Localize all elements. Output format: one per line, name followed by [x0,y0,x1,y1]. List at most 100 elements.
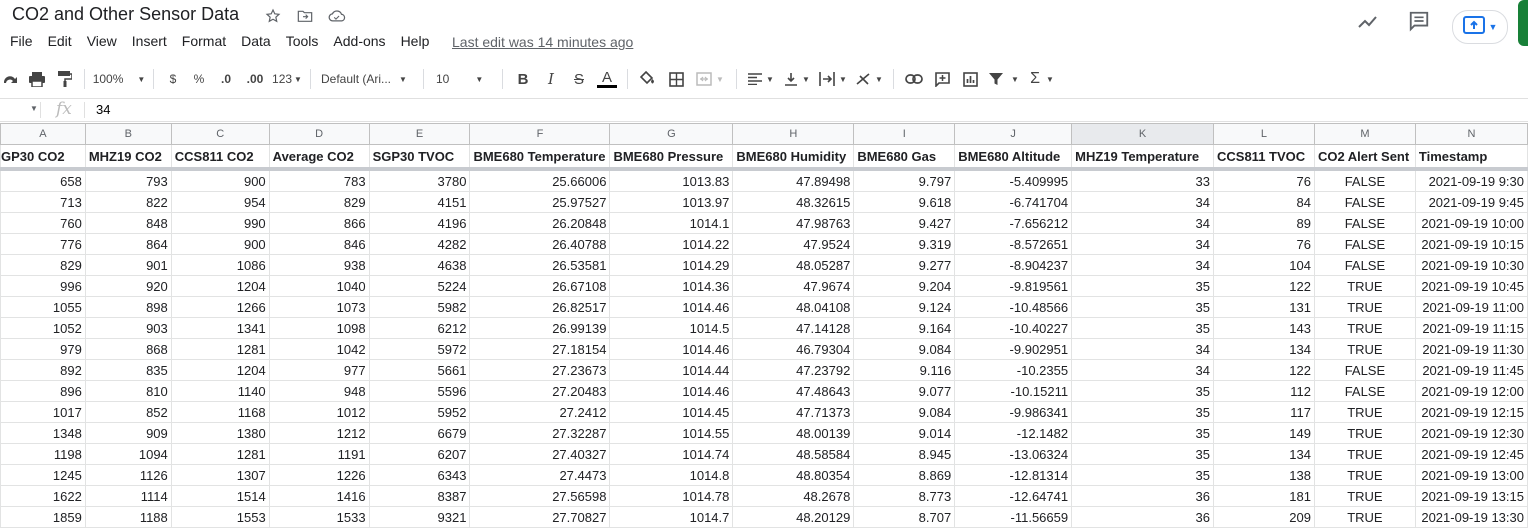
menu-addons[interactable]: Add-ons [333,33,386,49]
cell[interactable]: 1073 [268,296,370,318]
cell[interactable]: 8387 [368,485,471,507]
cell[interactable]: 47.9674 [732,275,855,297]
cell[interactable]: 9.204 [853,275,956,297]
menu-edit[interactable]: Edit [47,33,72,49]
last-edit-link[interactable]: Last edit was 14 minutes ago [452,34,634,50]
cell[interactable]: 2021-09-19 13:15 [1414,485,1528,507]
cell[interactable]: 1013.83 [609,168,734,192]
cell[interactable]: 909 [84,422,172,444]
currency-format-button[interactable]: $ [169,72,177,86]
cell[interactable]: 9.116 [853,359,956,381]
insert-chart-icon[interactable] [956,67,984,91]
cell[interactable]: 35 [1071,464,1214,486]
cell[interactable]: 1013.97 [609,191,734,213]
cell[interactable]: -12.81314 [954,464,1073,486]
cell[interactable]: 122 [1213,275,1315,297]
share-button-edge[interactable] [1518,0,1528,46]
cell[interactable]: 27.23673 [469,359,611,381]
cell[interactable]: 2021-09-19 9:30 [1414,168,1528,192]
cell[interactable]: 209 [1213,506,1315,528]
paint-format-icon[interactable] [52,67,78,91]
zoom-select[interactable]: 100% ▼ [91,67,147,91]
column-header-g[interactable]: G [609,123,734,145]
cell[interactable]: 89 [1213,212,1315,234]
header-cell[interactable]: BME680 Altitude [954,144,1073,171]
cell[interactable]: 9.277 [853,254,956,276]
cell[interactable]: 1055 [0,296,86,318]
cell[interactable]: TRUE [1313,317,1416,339]
cell[interactable]: 26.67108 [469,275,611,297]
cell[interactable]: 5224 [368,275,471,297]
cell[interactable]: 1014.44 [609,359,734,381]
cell[interactable]: 1553 [170,506,270,528]
cell[interactable]: 9.084 [853,401,956,423]
cell[interactable]: 48.20129 [732,506,855,528]
cell[interactable]: 864 [84,233,172,255]
cell[interactable]: FALSE [1313,254,1416,276]
cell[interactable]: FALSE [1313,380,1416,402]
cell[interactable]: 35 [1071,443,1214,465]
cell[interactable]: 898 [84,296,172,318]
cell[interactable]: TRUE [1313,275,1416,297]
fill-color-icon[interactable] [634,67,662,91]
cell[interactable]: 35 [1071,317,1214,339]
cell[interactable]: 35 [1071,401,1214,423]
cell[interactable]: 36 [1071,506,1214,528]
cell[interactable]: 1198 [0,443,86,465]
menu-view[interactable]: View [86,33,117,49]
cell[interactable]: 27.18154 [469,338,611,360]
cell[interactable]: 25.66006 [469,168,611,192]
cell[interactable]: 34 [1071,233,1214,255]
cell[interactable]: 47.48643 [732,380,855,402]
cell[interactable]: 2021-09-19 10:30 [1414,254,1528,276]
header-cell[interactable]: BME680 Temperature [469,144,611,171]
cell[interactable]: 1859 [0,506,86,528]
cell[interactable]: -6.741704 [954,191,1073,213]
cell[interactable]: 920 [84,275,172,297]
cell[interactable]: 4638 [368,254,471,276]
cell[interactable]: 34 [1071,191,1214,213]
header-cell[interactable]: SGP30 TVOC [368,144,471,171]
column-header-c[interactable]: C [170,123,270,145]
cell[interactable]: TRUE [1313,506,1416,528]
cell[interactable]: 852 [84,401,172,423]
cell[interactable]: 5596 [368,380,471,402]
column-header-l[interactable]: L [1213,123,1315,145]
header-cell[interactable]: Average CO2 [268,144,370,171]
cell[interactable]: 1012 [268,401,370,423]
cell[interactable]: 6207 [368,443,471,465]
cell[interactable]: 776 [0,233,86,255]
bold-button[interactable]: B [517,70,529,88]
cell[interactable]: 760 [0,212,86,234]
cell[interactable]: 1126 [84,464,172,486]
cell[interactable]: 1204 [170,275,270,297]
menu-help[interactable]: Help [400,33,430,49]
cell[interactable]: TRUE [1313,464,1416,486]
cell[interactable]: 846 [268,233,370,255]
cell[interactable]: 134 [1213,443,1315,465]
cell[interactable]: 47.71373 [732,401,855,423]
comments-icon[interactable] [1408,10,1430,37]
menu-insert[interactable]: Insert [131,33,167,49]
borders-icon[interactable] [662,67,690,91]
text-rotation-icon[interactable]: ▼ [851,67,887,91]
cell[interactable]: -5.409995 [954,168,1073,192]
cell[interactable]: 6212 [368,317,471,339]
cell[interactable]: TRUE [1313,485,1416,507]
cell[interactable]: 1140 [170,380,270,402]
cell[interactable]: 47.89498 [732,168,855,192]
cell[interactable]: 1307 [170,464,270,486]
column-header-a[interactable]: A [0,123,86,145]
cell[interactable]: 1014.5 [609,317,734,339]
header-cell[interactable]: BME680 Gas [853,144,956,171]
cell[interactable]: 1014.1 [609,212,734,234]
header-cell[interactable]: Timestamp [1414,144,1528,171]
cell[interactable]: 1014.74 [609,443,734,465]
cell[interactable]: 26.20848 [469,212,611,234]
header-cell[interactable]: CCS811 TVOC [1213,144,1315,171]
cell[interactable]: 27.2412 [469,401,611,423]
cell[interactable]: TRUE [1313,296,1416,318]
cell[interactable]: 1040 [268,275,370,297]
cell[interactable]: FALSE [1313,212,1416,234]
text-wrapping-icon[interactable]: ▼ [815,67,851,91]
